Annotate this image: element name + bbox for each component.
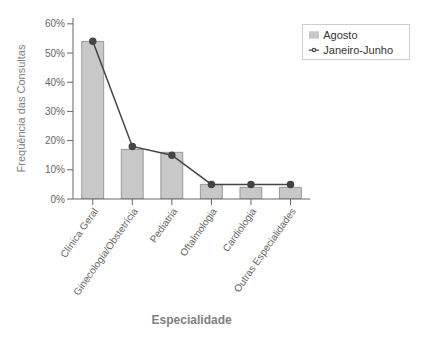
svg-text:20%: 20% bbox=[45, 135, 65, 146]
svg-text:60%: 60% bbox=[45, 18, 65, 29]
svg-text:Outras Especialidades: Outras Especialidades bbox=[232, 206, 298, 294]
svg-text:10%: 10% bbox=[45, 164, 65, 175]
svg-text:Cardiologia: Cardiologia bbox=[220, 206, 258, 254]
svg-text:50%: 50% bbox=[45, 48, 65, 59]
svg-text:Clínica Geral: Clínica Geral bbox=[58, 206, 100, 260]
svg-text:Especialidade: Especialidade bbox=[152, 313, 232, 327]
svg-text:Pediatria: Pediatria bbox=[148, 206, 180, 245]
html-text:Agosto: Agosto bbox=[323, 29, 358, 41]
svg-text:0%: 0% bbox=[51, 194, 66, 205]
html-text:Janeiro-Junho: Janeiro-Junho bbox=[323, 44, 393, 56]
svg-text:40%: 40% bbox=[45, 77, 65, 88]
svg-text:30%: 30% bbox=[45, 106, 65, 117]
svg-text:Freqüência das Consultas: Freqüência das Consultas bbox=[15, 44, 27, 172]
svg-text:Oftalmologia: Oftalmologia bbox=[178, 206, 219, 259]
svg-text:Ginecologia/Obstetrícia: Ginecologia/Obstetrícia bbox=[71, 206, 140, 298]
